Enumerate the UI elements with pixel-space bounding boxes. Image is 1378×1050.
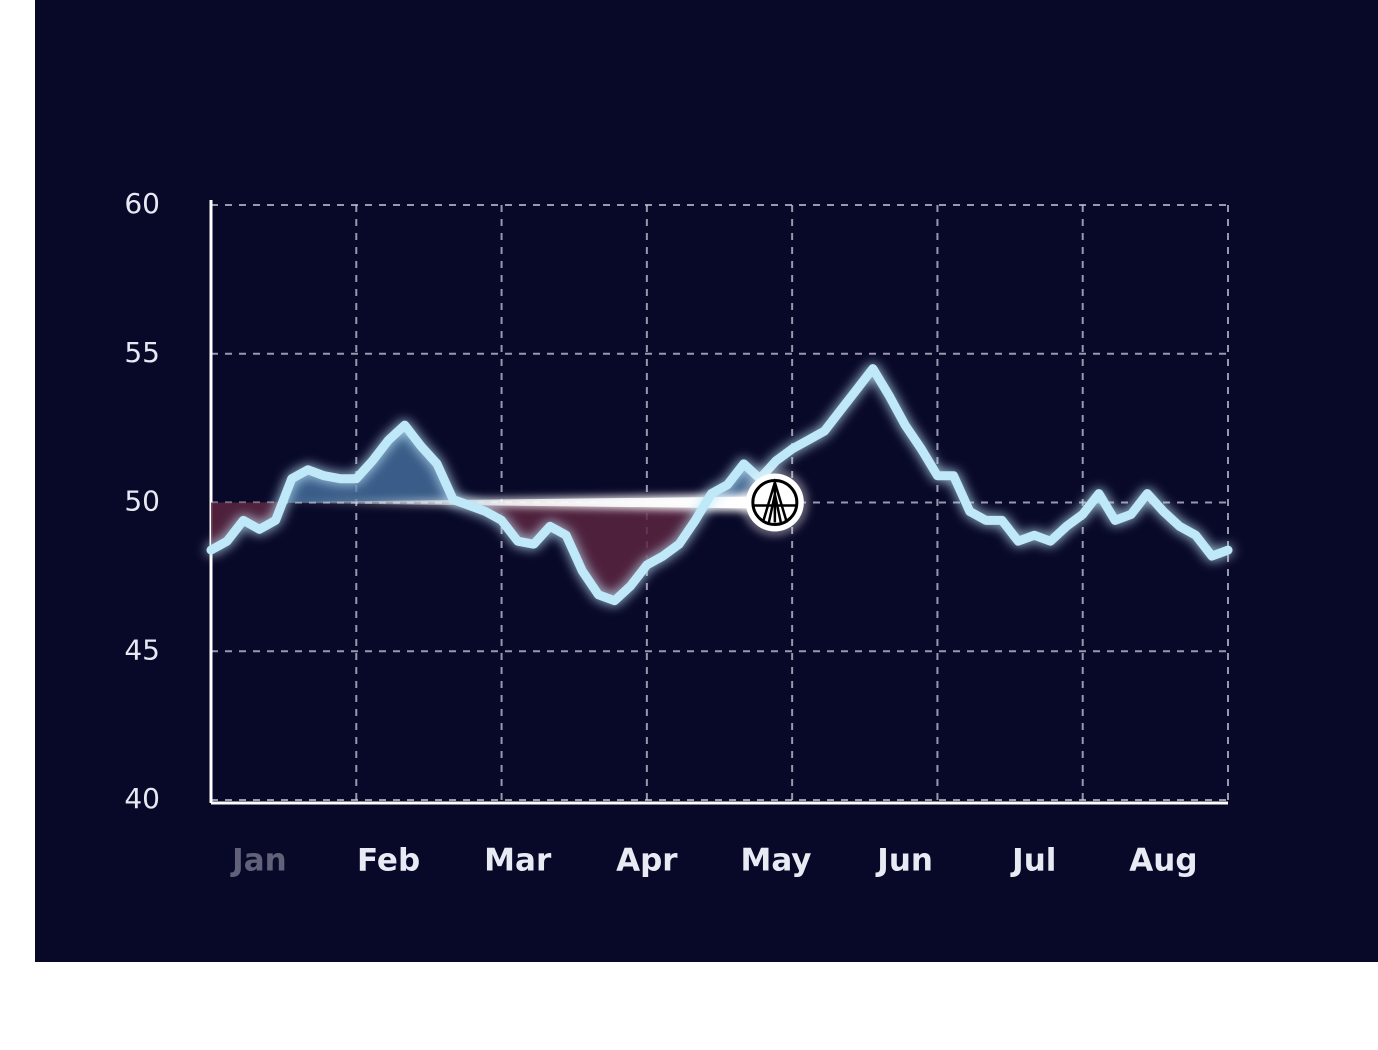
baseline-beam-core	[241, 496, 760, 509]
x-tick-label: Jul	[1010, 843, 1056, 879]
x-tick-label: Jan	[230, 843, 287, 879]
panel-background	[35, 0, 1378, 962]
x-tick-label: Feb	[357, 843, 420, 879]
x-tick-label: Apr	[616, 843, 678, 879]
y-tick-label: 45	[124, 633, 160, 666]
y-tick-label: 40	[124, 782, 160, 815]
x-tick-label: Jun	[875, 843, 933, 879]
marker-icon	[753, 478, 796, 523]
plot: 40 45 50 55 60 Jan Feb Mar Apr May Jun Jul Aug	[124, 187, 1233, 879]
area-below	[211, 502, 760, 601]
y-tick-label: 50	[124, 485, 160, 518]
line	[206, 364, 1233, 606]
y-tick-label: 60	[124, 187, 160, 220]
x-tick-label: Mar	[484, 843, 552, 879]
x-tick-label: May	[740, 843, 811, 879]
y-tick-label: 55	[124, 336, 160, 369]
x-tick-label: Aug	[1129, 843, 1197, 879]
